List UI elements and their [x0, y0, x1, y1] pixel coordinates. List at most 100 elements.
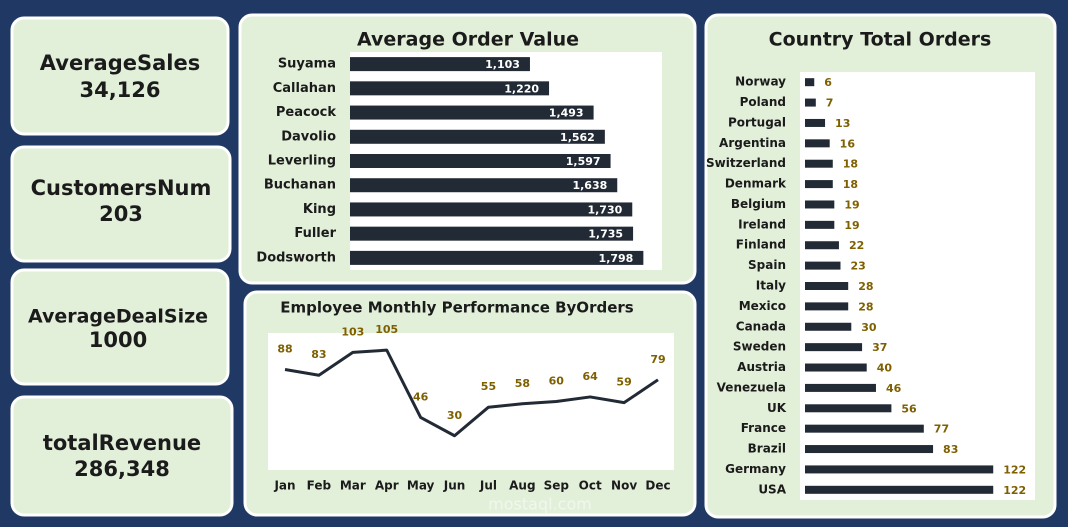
- category-label: Argentina: [719, 136, 786, 150]
- bar: [805, 200, 835, 209]
- bar: [350, 250, 644, 265]
- category-label: Dodsworth: [256, 250, 336, 265]
- bar: [350, 105, 594, 120]
- x-tick-label: Aug: [509, 479, 535, 493]
- category-label: Denmark: [725, 177, 787, 191]
- value-label: 55: [481, 380, 496, 393]
- bar: [805, 78, 815, 87]
- kpi-value: 34,126: [79, 78, 160, 102]
- value-label: 18: [843, 158, 858, 171]
- value-label: 46: [413, 390, 429, 403]
- value-label: 30: [447, 409, 463, 422]
- value-label: 1,220: [504, 82, 539, 95]
- value-label: 30: [861, 321, 877, 334]
- value-label: 1,103: [485, 58, 520, 71]
- bar: [350, 154, 611, 168]
- category-label: Switzerland: [706, 156, 786, 170]
- bar: [805, 424, 924, 433]
- value-label: 40: [877, 362, 893, 375]
- x-tick-label: Feb: [307, 479, 332, 493]
- value-label: 83: [311, 348, 326, 361]
- value-label: 7: [826, 97, 834, 110]
- chart-title: Country Total Orders: [769, 29, 992, 51]
- chart-title: Employee Monthly Performance ByOrders: [280, 299, 633, 317]
- value-label: 122: [1003, 484, 1026, 497]
- bar: [805, 322, 852, 331]
- x-tick-label: Jul: [479, 479, 497, 493]
- value-label: 1,798: [599, 252, 634, 265]
- value-label: 122: [1003, 463, 1026, 476]
- value-label: 1,730: [587, 203, 622, 216]
- value-label: 60: [549, 375, 565, 388]
- value-label: 46: [886, 382, 902, 395]
- bar: [805, 363, 867, 372]
- category-label: Spain: [748, 258, 786, 272]
- kpi-label: CustomersNum: [31, 176, 212, 200]
- kpi-card: [10, 145, 232, 263]
- bar: [805, 241, 839, 250]
- value-label: 1,638: [572, 179, 607, 192]
- category-label: Brazil: [748, 442, 786, 456]
- value-label: 37: [872, 341, 887, 354]
- chart-title: Average Order Value: [357, 29, 579, 51]
- bar: [350, 81, 550, 96]
- bar: [805, 159, 833, 168]
- category-label: USA: [758, 482, 786, 496]
- category-label: Italy: [756, 279, 786, 293]
- value-label: 83: [943, 443, 958, 456]
- category-label: France: [741, 421, 786, 435]
- kpi-value: 286,348: [74, 457, 170, 481]
- value-label: 77: [934, 423, 949, 436]
- kpi-label: AverageDealSize: [28, 306, 208, 328]
- category-label: Poland: [740, 95, 786, 109]
- bar: [805, 98, 816, 107]
- category-label: Davolio: [281, 129, 336, 144]
- kpi-value: 203: [99, 202, 143, 226]
- x-tick-label: Nov: [611, 479, 637, 493]
- bar: [805, 180, 833, 189]
- category-label: Leverling: [268, 154, 336, 169]
- value-label: 6: [824, 76, 832, 89]
- bar: [350, 202, 633, 217]
- value-label: 1,493: [549, 107, 584, 120]
- x-tick-label: Oct: [579, 479, 602, 493]
- x-tick-label: Jan: [273, 479, 295, 493]
- category-label: Venezuela: [717, 380, 786, 394]
- category-label: UK: [767, 401, 787, 415]
- bar: [805, 404, 892, 413]
- x-tick-label: Dec: [645, 479, 670, 493]
- plot-area: [268, 333, 674, 470]
- category-label: Peacock: [276, 105, 336, 120]
- category-label: Austria: [737, 360, 786, 374]
- kpi-card: [10, 395, 234, 517]
- bar: [805, 383, 876, 392]
- value-label: 1,597: [566, 155, 601, 168]
- bar: [350, 178, 618, 193]
- category-label: Buchanan: [264, 178, 336, 193]
- category-label: Sweden: [733, 340, 786, 354]
- value-label: 13: [835, 117, 850, 130]
- category-label: Belgium: [731, 197, 786, 211]
- kpi-label: AverageSales: [40, 51, 200, 75]
- category-label: Finland: [736, 238, 786, 252]
- value-label: 58: [515, 377, 530, 390]
- value-label: 56: [901, 402, 917, 415]
- bar: [805, 445, 934, 454]
- bar: [805, 139, 830, 148]
- value-label: 22: [849, 239, 864, 252]
- value-label: 105: [375, 323, 398, 336]
- category-label: King: [303, 202, 336, 217]
- kpi-card: [10, 268, 230, 386]
- value-label: 103: [341, 325, 364, 338]
- kpi-value: 1000: [89, 328, 147, 352]
- category-label: Suyama: [278, 57, 336, 72]
- watermark: mostaql.com: [488, 495, 592, 514]
- category-label: Fuller: [294, 226, 336, 241]
- bar: [805, 220, 835, 229]
- kpi-card: [10, 16, 230, 136]
- bar: [805, 302, 849, 311]
- bar: [805, 343, 863, 352]
- value-label: 19: [844, 198, 859, 211]
- kpi-label: totalRevenue: [43, 431, 201, 455]
